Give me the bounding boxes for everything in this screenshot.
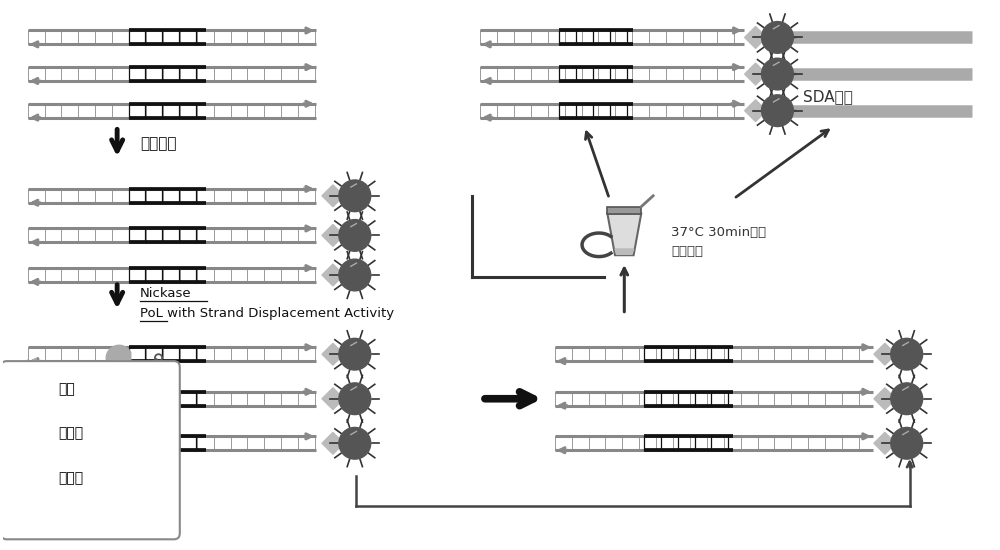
Text: 37°C 30min之后
吸取上清: 37°C 30min之后 吸取上清 <box>671 227 766 258</box>
Circle shape <box>762 21 793 53</box>
Circle shape <box>762 58 793 90</box>
Polygon shape <box>607 207 641 213</box>
Polygon shape <box>106 345 131 371</box>
Circle shape <box>891 338 923 370</box>
Polygon shape <box>745 100 767 122</box>
Polygon shape <box>745 26 767 48</box>
Polygon shape <box>745 63 767 85</box>
Polygon shape <box>322 185 344 207</box>
Circle shape <box>339 259 371 291</box>
Text: 缺口酶: 缺口酶 <box>58 426 84 441</box>
Circle shape <box>891 427 923 459</box>
Text: SDA产物: SDA产物 <box>803 89 853 104</box>
Circle shape <box>22 376 48 402</box>
Circle shape <box>339 427 371 459</box>
Polygon shape <box>874 432 896 454</box>
Polygon shape <box>874 388 896 410</box>
Text: 磁珠吸附: 磁珠吸附 <box>140 136 177 151</box>
Polygon shape <box>106 390 131 416</box>
FancyBboxPatch shape <box>1 361 180 540</box>
Text: Nickase: Nickase <box>140 287 192 300</box>
Text: PoL with Strand Displacement Activity: PoL with Strand Displacement Activity <box>140 307 394 320</box>
Circle shape <box>339 180 371 212</box>
Circle shape <box>891 383 923 415</box>
Circle shape <box>339 338 371 370</box>
Polygon shape <box>322 388 344 410</box>
Polygon shape <box>322 343 344 365</box>
Polygon shape <box>322 432 344 454</box>
Polygon shape <box>874 343 896 365</box>
Polygon shape <box>322 264 344 286</box>
Text: 聚合酶: 聚合酶 <box>58 471 84 485</box>
Circle shape <box>339 383 371 415</box>
Polygon shape <box>21 464 47 492</box>
Polygon shape <box>322 224 344 246</box>
Polygon shape <box>607 213 641 255</box>
Polygon shape <box>615 249 634 254</box>
Polygon shape <box>106 434 131 460</box>
Circle shape <box>762 95 793 126</box>
Circle shape <box>339 219 371 251</box>
Text: 磁珠: 磁珠 <box>58 382 75 396</box>
